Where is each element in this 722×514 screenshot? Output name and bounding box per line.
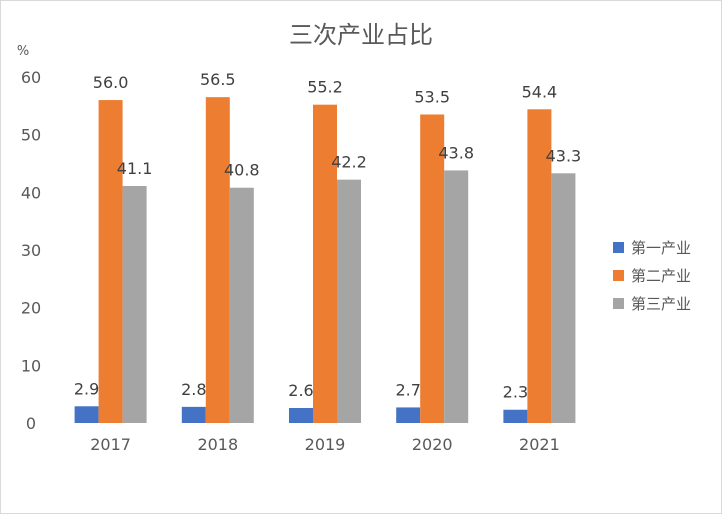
x-tick-label: 2019 <box>305 435 346 454</box>
data-label: 53.5 <box>414 87 450 106</box>
y-axis-unit-label: % <box>17 44 29 59</box>
data-label: 56.5 <box>200 70 236 89</box>
legend-swatch <box>613 270 624 281</box>
bar-2017-series-2 <box>98 100 123 424</box>
y-tick-label: 50 <box>21 126 41 145</box>
bar-2020-series-3 <box>444 170 469 423</box>
bar-2019-series-1 <box>289 408 313 423</box>
bar-2021-series-1 <box>503 409 528 423</box>
data-labels-group: 2.9 2.8 2.6 2.7 2.3 56.0 56.5 55.2 53.5 54.4 41.1 4… <box>74 70 581 402</box>
bar-2020-series-1 <box>396 407 421 423</box>
x-tick-label: 2020 <box>412 435 453 454</box>
data-label: 2.8 <box>181 380 206 399</box>
data-label: 2.7 <box>395 380 420 399</box>
data-label: 41.1 <box>117 159 153 178</box>
bar-2017-series-1 <box>74 406 99 423</box>
x-tick-label: 2018 <box>197 435 238 454</box>
data-label: 56.0 <box>93 73 129 92</box>
data-label: 54.4 <box>522 82 558 101</box>
data-label: 2.9 <box>74 379 99 398</box>
bar-2018-series-2 <box>205 97 230 423</box>
bar-2017-series-3 <box>122 185 147 423</box>
bar-2019-series-2 <box>313 104 337 424</box>
data-label: 40.8 <box>224 161 260 180</box>
bar-2021-series-3 <box>551 173 576 423</box>
data-label: 43.8 <box>438 143 474 162</box>
data-label: 55.2 <box>307 78 343 97</box>
data-label: 2.6 <box>288 381 313 400</box>
y-tick-label: 0 <box>26 414 36 433</box>
legend-entry: 第三产业 <box>631 295 691 313</box>
bar-2021-series-2 <box>527 109 552 423</box>
x-tick-label: 2021 <box>519 435 560 454</box>
x-axis-ticks: 2017 2018 2019 2020 2021 <box>90 435 560 454</box>
bar-2019-series-3 <box>337 179 361 423</box>
y-tick-label: 10 <box>21 356 41 375</box>
bar-2018-series-3 <box>229 187 254 423</box>
y-axis-ticks: 0 10 20 30 40 50 60 <box>21 68 41 433</box>
bar-series-group <box>74 97 576 424</box>
bar-2020-series-2 <box>420 114 445 423</box>
y-tick-label: 20 <box>21 299 41 318</box>
y-tick-label: 30 <box>21 241 41 260</box>
legend-swatch <box>613 298 624 309</box>
legend-swatch <box>613 242 624 253</box>
y-tick-label: 40 <box>21 183 41 202</box>
bar-2018-series-1 <box>181 406 206 423</box>
data-label: 42.2 <box>331 153 367 172</box>
chart-title: 三次产业占比 <box>289 21 433 49</box>
x-tick-label: 2017 <box>90 435 131 454</box>
data-label: 43.3 <box>546 146 582 165</box>
legend-entry: 第一产业 <box>631 239 691 257</box>
y-tick-label: 60 <box>21 68 41 87</box>
legend-entry: 第二产业 <box>631 267 691 285</box>
data-label: 2.3 <box>503 383 528 402</box>
